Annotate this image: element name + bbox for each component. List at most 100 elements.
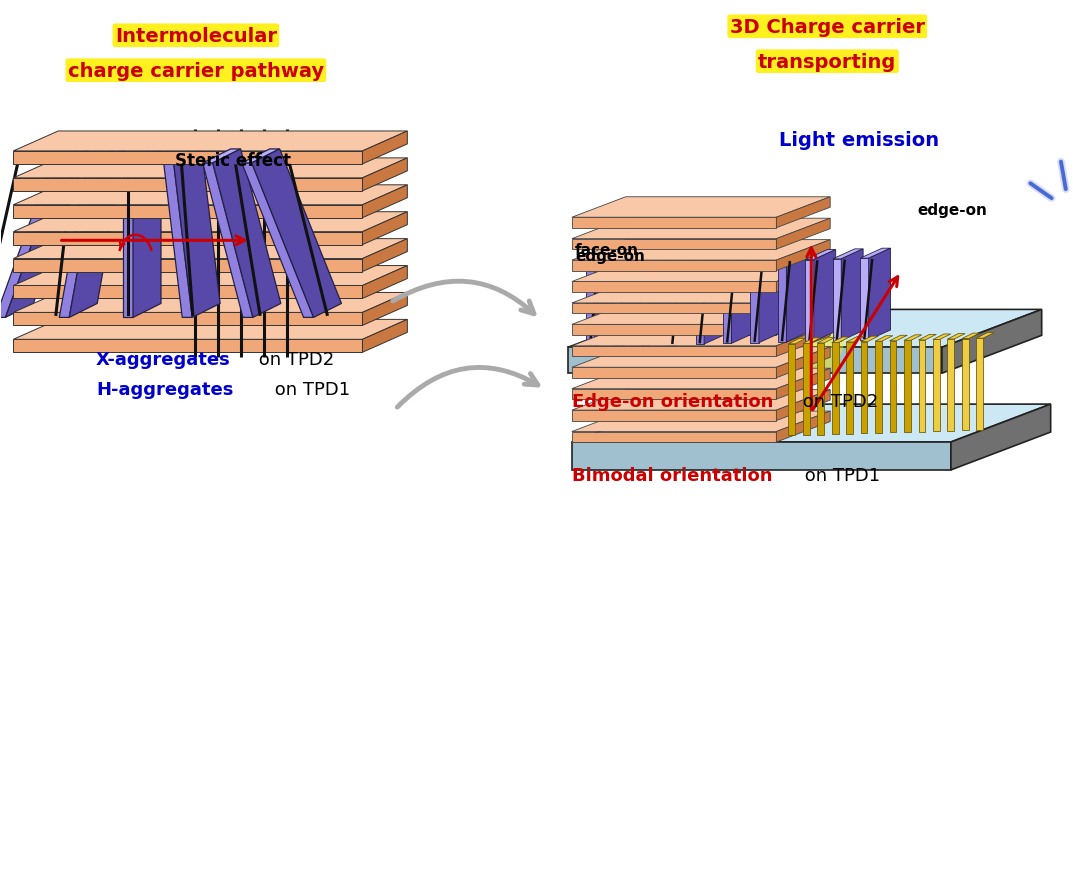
Polygon shape: [572, 432, 777, 443]
Text: 3D Charge carrier: 3D Charge carrier: [730, 18, 925, 37]
Polygon shape: [951, 404, 1050, 470]
Polygon shape: [841, 250, 863, 341]
Polygon shape: [777, 219, 831, 250]
Text: on TPD1: on TPD1: [799, 467, 881, 484]
Polygon shape: [123, 150, 161, 164]
Polygon shape: [932, 335, 951, 340]
Polygon shape: [905, 341, 911, 432]
Polygon shape: [13, 286, 363, 299]
Polygon shape: [869, 249, 891, 340]
Polygon shape: [668, 264, 677, 346]
Polygon shape: [572, 261, 831, 282]
Polygon shape: [806, 250, 836, 260]
Polygon shape: [723, 253, 753, 262]
Polygon shape: [806, 260, 813, 342]
Polygon shape: [832, 338, 850, 343]
Polygon shape: [572, 369, 831, 389]
Polygon shape: [818, 338, 835, 344]
Polygon shape: [13, 152, 363, 165]
Text: X-aggregates: X-aggregates: [97, 351, 231, 369]
Polygon shape: [777, 369, 831, 400]
Ellipse shape: [48, 201, 202, 282]
Polygon shape: [363, 159, 408, 191]
Polygon shape: [777, 240, 831, 271]
Polygon shape: [572, 240, 831, 260]
Polygon shape: [803, 344, 810, 436]
Polygon shape: [572, 411, 831, 432]
Polygon shape: [13, 260, 363, 272]
Polygon shape: [803, 339, 821, 344]
Polygon shape: [363, 212, 408, 246]
Polygon shape: [777, 411, 831, 443]
Polygon shape: [833, 260, 841, 341]
Polygon shape: [614, 255, 644, 265]
Polygon shape: [778, 251, 808, 261]
Polygon shape: [704, 253, 726, 345]
Polygon shape: [947, 334, 966, 339]
Polygon shape: [594, 256, 616, 347]
Polygon shape: [641, 264, 649, 346]
Polygon shape: [241, 164, 313, 318]
Polygon shape: [586, 256, 616, 266]
Text: Edge-on orientation: Edge-on orientation: [572, 393, 774, 410]
Polygon shape: [750, 261, 759, 343]
Polygon shape: [363, 320, 408, 353]
Polygon shape: [363, 267, 408, 299]
Text: Steric effect: Steric effect: [175, 152, 291, 169]
Polygon shape: [695, 253, 726, 263]
Polygon shape: [572, 389, 777, 400]
Polygon shape: [876, 342, 882, 433]
Ellipse shape: [83, 218, 167, 263]
Polygon shape: [572, 404, 1050, 443]
Polygon shape: [932, 340, 940, 431]
Polygon shape: [59, 164, 97, 318]
Ellipse shape: [748, 310, 815, 363]
Polygon shape: [363, 239, 408, 272]
Ellipse shape: [765, 324, 798, 350]
Polygon shape: [572, 346, 777, 357]
Polygon shape: [947, 339, 954, 431]
Polygon shape: [572, 219, 831, 239]
Polygon shape: [572, 218, 777, 228]
Polygon shape: [818, 344, 824, 435]
Polygon shape: [572, 410, 777, 421]
Polygon shape: [164, 150, 202, 164]
Text: face-on: face-on: [575, 243, 638, 258]
Ellipse shape: [104, 230, 146, 253]
Polygon shape: [861, 342, 867, 434]
Polygon shape: [861, 249, 891, 259]
Polygon shape: [13, 179, 363, 191]
Text: edge-on: edge-on: [575, 249, 645, 264]
Polygon shape: [572, 260, 777, 271]
Polygon shape: [695, 263, 704, 345]
Polygon shape: [918, 340, 925, 432]
Ellipse shape: [718, 286, 844, 388]
Polygon shape: [52, 150, 89, 164]
Polygon shape: [976, 339, 983, 431]
Polygon shape: [614, 265, 621, 346]
Polygon shape: [174, 150, 220, 318]
Polygon shape: [586, 266, 594, 347]
Text: transporting: transporting: [759, 53, 896, 72]
Polygon shape: [789, 339, 806, 345]
Polygon shape: [572, 325, 777, 335]
Polygon shape: [568, 348, 942, 374]
Polygon shape: [668, 253, 699, 264]
Polygon shape: [13, 320, 408, 340]
Polygon shape: [732, 253, 753, 344]
Polygon shape: [123, 164, 133, 318]
Polygon shape: [164, 164, 192, 318]
Polygon shape: [13, 267, 408, 286]
Text: on TPD2: on TPD2: [253, 351, 334, 369]
Polygon shape: [621, 255, 644, 346]
Polygon shape: [649, 254, 671, 346]
Text: Intermolecular: Intermolecular: [115, 26, 277, 46]
Polygon shape: [789, 345, 795, 436]
Polygon shape: [572, 443, 951, 470]
Polygon shape: [890, 341, 896, 433]
Polygon shape: [777, 390, 831, 421]
Polygon shape: [241, 150, 280, 164]
Polygon shape: [70, 150, 126, 318]
Polygon shape: [787, 251, 808, 343]
Polygon shape: [13, 340, 363, 353]
